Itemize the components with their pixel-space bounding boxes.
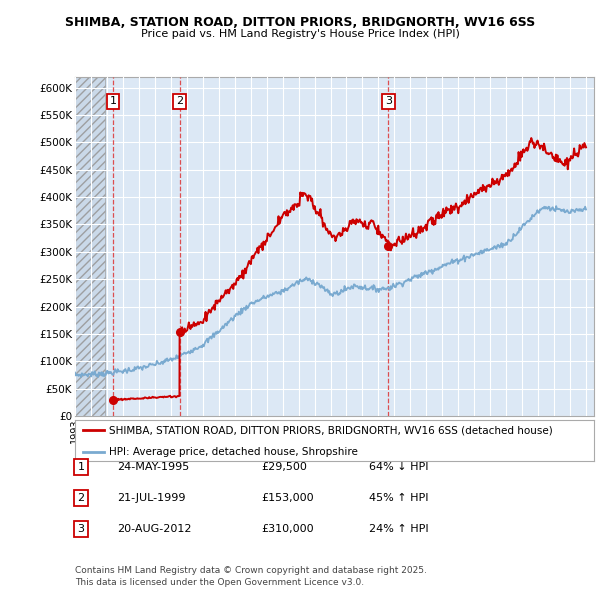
Text: Price paid vs. HM Land Registry's House Price Index (HPI): Price paid vs. HM Land Registry's House … bbox=[140, 30, 460, 39]
Text: 2: 2 bbox=[176, 96, 183, 106]
Text: 21-JUL-1999: 21-JUL-1999 bbox=[117, 493, 185, 503]
Text: £29,500: £29,500 bbox=[261, 463, 307, 472]
Text: 20-AUG-2012: 20-AUG-2012 bbox=[117, 524, 191, 533]
Text: 2: 2 bbox=[77, 493, 85, 503]
Text: Contains HM Land Registry data © Crown copyright and database right 2025.
This d: Contains HM Land Registry data © Crown c… bbox=[75, 566, 427, 587]
Text: SHIMBA, STATION ROAD, DITTON PRIORS, BRIDGNORTH, WV16 6SS: SHIMBA, STATION ROAD, DITTON PRIORS, BRI… bbox=[65, 16, 535, 29]
Text: £153,000: £153,000 bbox=[261, 493, 314, 503]
Text: 64% ↓ HPI: 64% ↓ HPI bbox=[369, 463, 428, 472]
Bar bbox=[75, 77, 106, 416]
Text: 45% ↑ HPI: 45% ↑ HPI bbox=[369, 493, 428, 503]
Text: 1: 1 bbox=[110, 96, 116, 106]
Text: SHIMBA, STATION ROAD, DITTON PRIORS, BRIDGNORTH, WV16 6SS (detached house): SHIMBA, STATION ROAD, DITTON PRIORS, BRI… bbox=[109, 425, 553, 435]
Text: 1: 1 bbox=[77, 463, 85, 472]
Text: 24-MAY-1995: 24-MAY-1995 bbox=[117, 463, 189, 472]
Text: 3: 3 bbox=[385, 96, 392, 106]
Text: 3: 3 bbox=[77, 524, 85, 533]
Text: £310,000: £310,000 bbox=[261, 524, 314, 533]
Text: 24% ↑ HPI: 24% ↑ HPI bbox=[369, 524, 428, 533]
Text: HPI: Average price, detached house, Shropshire: HPI: Average price, detached house, Shro… bbox=[109, 447, 358, 457]
